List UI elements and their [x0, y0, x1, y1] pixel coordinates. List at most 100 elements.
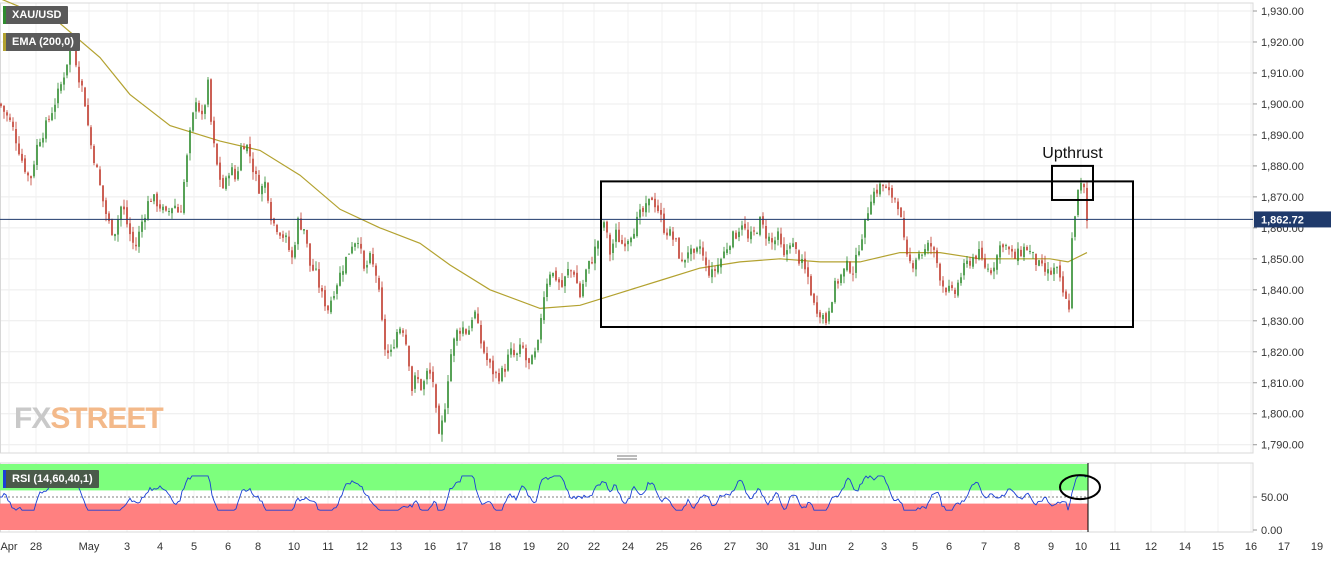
- current-price-tag: [1254, 211, 1331, 228]
- candle-body: [204, 105, 206, 114]
- candle-body: [213, 120, 215, 144]
- candle-body: [219, 162, 221, 180]
- candle-body: [315, 268, 317, 270]
- candle-body: [543, 297, 545, 321]
- candle-body: [324, 290, 326, 307]
- candle-body: [345, 256, 347, 274]
- candle-body: [732, 231, 734, 248]
- candle-body: [918, 253, 920, 259]
- candle-body: [282, 234, 284, 238]
- rsi-legend[interactable]: RSI (14,60,40,1): [3, 470, 99, 488]
- candle-body: [252, 158, 254, 173]
- candle-body: [942, 280, 944, 287]
- x-tick-label: 12: [1145, 541, 1157, 553]
- candle-body: [288, 236, 290, 250]
- candle-body: [123, 206, 125, 210]
- candle-body: [777, 231, 779, 240]
- candle-body: [465, 329, 467, 334]
- candle-body: [894, 198, 896, 200]
- rsi-upper-zone: [0, 464, 1088, 491]
- x-tick-label: 3: [124, 541, 130, 553]
- candle-body: [804, 258, 806, 270]
- candle-body: [36, 144, 38, 165]
- candle-body: [939, 263, 941, 281]
- candle-body: [144, 217, 146, 223]
- candle-body: [651, 197, 653, 201]
- candle-body: [468, 330, 470, 335]
- candle-body: [573, 271, 575, 275]
- candle-body: [93, 146, 95, 163]
- y-tick-label: 1,920.00: [1261, 37, 1304, 49]
- candle-body: [84, 87, 86, 107]
- candle-body: [477, 313, 479, 324]
- candle-body: [837, 281, 839, 284]
- candle-body: [480, 325, 482, 344]
- candle-body: [429, 369, 431, 374]
- candle-body: [933, 247, 935, 250]
- candle-body: [900, 207, 902, 218]
- x-tick-label: Apr: [0, 541, 17, 553]
- candle-body: [522, 345, 524, 348]
- candle-body: [705, 257, 707, 266]
- y-tick-label: 1,810.00: [1261, 378, 1304, 390]
- symbol-legend[interactable]: XAU/USD: [3, 6, 68, 24]
- candle-body: [390, 349, 392, 352]
- candle-body: [225, 177, 227, 189]
- candle-body: [528, 358, 530, 363]
- candle-body: [897, 201, 899, 210]
- candle-body: [639, 209, 641, 218]
- candle-body: [747, 229, 749, 239]
- ema-legend[interactable]: EMA (200,0): [3, 33, 80, 51]
- candle-body: [558, 279, 560, 283]
- candle-body: [354, 243, 356, 247]
- candle-body: [60, 84, 62, 91]
- candle-body: [234, 168, 236, 180]
- candle-body: [921, 254, 923, 256]
- y-tick-label: 1,880.00: [1261, 161, 1304, 173]
- candle-body: [30, 176, 32, 179]
- candle-body: [267, 182, 269, 201]
- candle-body: [741, 225, 743, 230]
- candle-body: [975, 255, 977, 260]
- candle-body: [78, 66, 80, 83]
- candle-body: [834, 280, 836, 303]
- candle-body: [1002, 244, 1004, 248]
- candle-body: [1017, 248, 1019, 261]
- candle-body: [861, 239, 863, 250]
- candle-body: [849, 262, 851, 273]
- candle-body: [201, 110, 203, 115]
- candle-body: [444, 409, 446, 422]
- candle-body: [711, 269, 713, 278]
- candle-body: [333, 296, 335, 299]
- candle-body: [780, 233, 782, 245]
- candle-body: [426, 370, 428, 380]
- y-tick-label: 1,840.00: [1261, 285, 1304, 297]
- candle-body: [309, 243, 311, 266]
- candle-body: [759, 216, 761, 235]
- candle-body: [306, 230, 308, 244]
- candle-body: [384, 318, 386, 350]
- candle-body: [510, 348, 512, 355]
- candle-body: [813, 293, 815, 303]
- candle-body: [81, 80, 83, 86]
- candle-body: [960, 277, 962, 284]
- candle-body: [132, 231, 134, 243]
- x-tick-label: 4: [157, 541, 163, 553]
- candle-body: [927, 242, 929, 251]
- x-tick-label: 3: [881, 541, 887, 553]
- candle-body: [948, 285, 950, 292]
- candle-body: [885, 186, 887, 189]
- candle-body: [474, 311, 476, 319]
- candle-body: [327, 305, 329, 311]
- candle-body: [870, 201, 872, 215]
- candle-body: [357, 243, 359, 244]
- candle-body: [1059, 265, 1061, 278]
- y-tick-label: 1,830.00: [1261, 316, 1304, 328]
- candle-body: [303, 229, 305, 231]
- candle-body: [687, 252, 689, 259]
- candle-body: [825, 313, 827, 324]
- candle-body: [156, 193, 158, 207]
- candle-body: [963, 263, 965, 276]
- candle-body: [483, 341, 485, 353]
